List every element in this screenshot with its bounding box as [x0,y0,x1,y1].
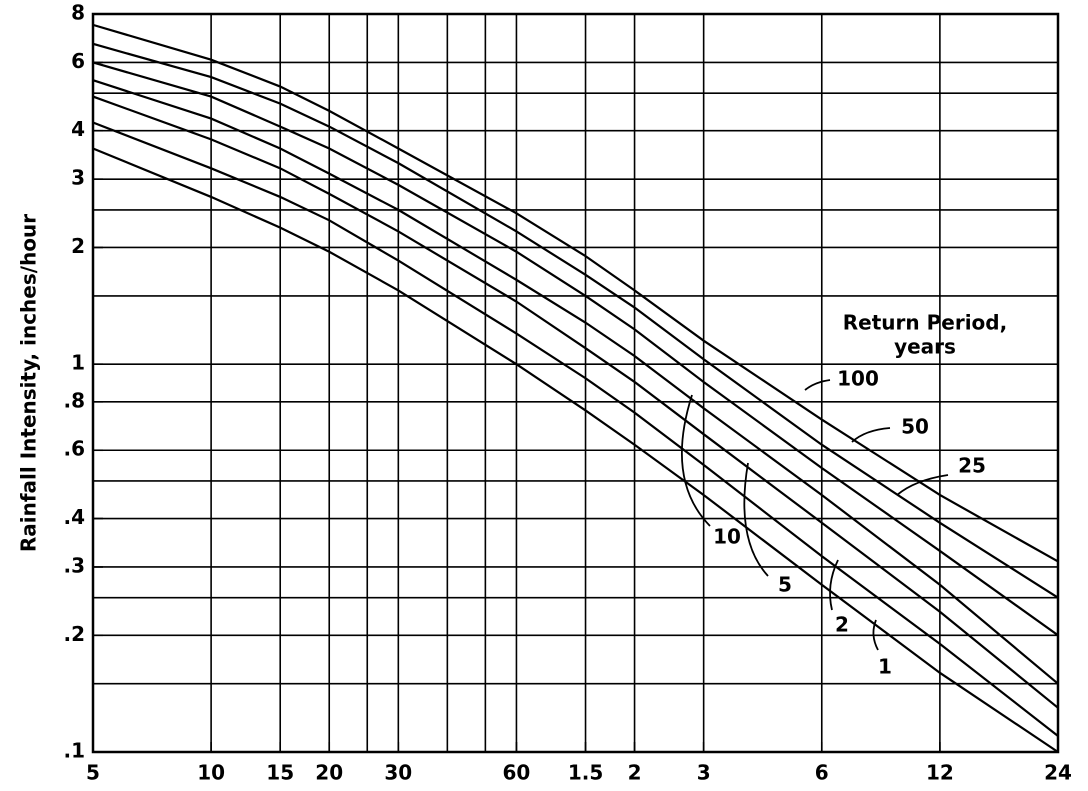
x-tick-label: 12 [926,761,954,785]
leader [872,619,879,651]
curve [92,79,1059,685]
legend-title: Return Period, [843,311,1007,335]
y-tick-label: 1 [71,351,85,375]
curve [92,147,1059,753]
y-tick-label: .3 [63,553,85,577]
y-tick-label: .8 [63,388,85,412]
legend-title: years [894,335,956,359]
x-tick-label: 1.5 [568,761,603,785]
x-tick-label: 24 [1044,761,1072,785]
x-tick-label: 10 [197,761,225,785]
y-tick-label: 3 [71,166,85,190]
curve [92,121,1059,737]
series-label: 25 [958,454,986,478]
y-tick-label: 2 [71,234,85,258]
y-tick-label: .1 [63,739,85,763]
y-axis-label: Rainfall Intensity, inches/hour [17,214,41,552]
curve [92,61,1059,637]
x-tick-label: 30 [384,761,412,785]
x-tick-label: 3 [697,761,711,785]
x-tick-label: 5 [86,761,100,785]
y-tick-label: .4 [63,505,85,529]
series-label: 2 [835,613,849,637]
x-tick-label: 2 [628,761,642,785]
leader [829,559,839,611]
y-tick-label: 6 [71,49,85,73]
x-tick-label: 60 [503,761,531,785]
y-tick-label: .6 [63,437,85,461]
x-tick-label: 15 [266,761,294,785]
curve [92,95,1059,709]
leader [680,394,711,527]
y-tick-label: 4 [71,117,85,141]
series-label: 100 [837,367,879,391]
leader [743,462,769,577]
series-label: 5 [778,573,792,597]
plot-frame [91,12,1060,754]
curve [92,23,1059,563]
y-tick-label: 8 [71,1,85,25]
series-label: 10 [713,525,741,549]
leader [851,427,891,443]
series-label: 50 [901,415,929,439]
curve [92,42,1059,599]
series-label: 1 [878,655,892,679]
y-tick-label: .2 [63,622,85,646]
x-tick-label: 6 [815,761,829,785]
x-tick-label: 20 [315,761,343,785]
leader [804,379,831,391]
